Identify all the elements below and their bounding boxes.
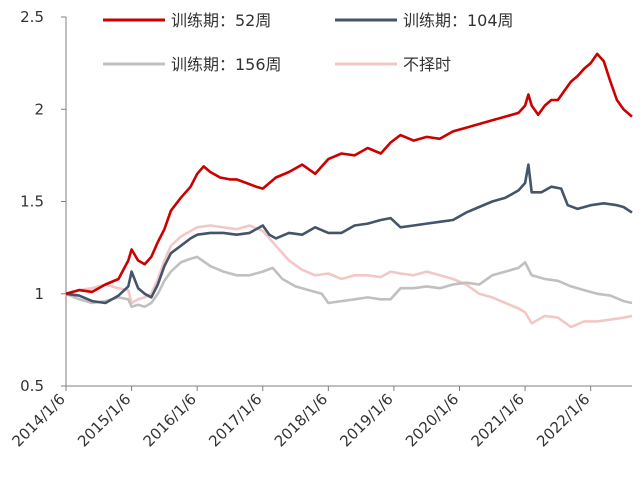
x-tick-label: 2017/1/6 bbox=[205, 390, 265, 450]
legend-item-52w: 训练期：52周 bbox=[103, 11, 271, 30]
legend-item-156w: 训练期：156周 bbox=[103, 55, 282, 74]
x-tick-label: 2021/1/6 bbox=[468, 390, 528, 450]
axes bbox=[65, 17, 632, 387]
x-tick-label: 2014/1/6 bbox=[8, 390, 68, 450]
x-tick-label: 2022/1/6 bbox=[533, 390, 593, 450]
legend-label-104w: 训练期：104周 bbox=[403, 11, 514, 30]
legend-item-104w: 训练期：104周 bbox=[335, 11, 514, 30]
x-tick-labels: 2014/1/6 2015/1/6 2016/1/6 2017/1/6 2018/1/6… bbox=[8, 386, 594, 450]
series-line-0 bbox=[65, 52, 633, 296]
legend-label-52w: 训练期：52周 bbox=[171, 11, 271, 30]
legend: 训练期：52周 训练期：104周 训练期：156周 不择时 bbox=[103, 11, 514, 74]
y-tick-label: 1 bbox=[34, 285, 44, 303]
series-lines bbox=[65, 52, 633, 329]
y-tick-labels: 0.5 1 1.5 2 2.5 bbox=[20, 8, 66, 395]
series-line-2 bbox=[65, 255, 633, 309]
legend-label-156w: 训练期：156周 bbox=[171, 55, 282, 74]
x-tick-label: 2016/1/6 bbox=[140, 390, 200, 450]
y-tick-label: 2 bbox=[34, 100, 44, 118]
legend-item-no-timing: 不择时 bbox=[335, 55, 451, 74]
legend-label-no-timing: 不择时 bbox=[403, 55, 451, 74]
series-line-3 bbox=[65, 224, 633, 329]
x-tick-label: 2020/1/6 bbox=[402, 390, 462, 450]
y-tick-label: 0.5 bbox=[20, 377, 44, 395]
y-tick-label: 2.5 bbox=[20, 8, 44, 26]
series-line-1 bbox=[65, 163, 633, 305]
y-tick-label: 1.5 bbox=[20, 193, 44, 211]
x-tick-label: 2015/1/6 bbox=[74, 390, 134, 450]
x-tick-label: 2018/1/6 bbox=[271, 390, 331, 450]
x-tick-label: 2019/1/6 bbox=[336, 390, 396, 450]
